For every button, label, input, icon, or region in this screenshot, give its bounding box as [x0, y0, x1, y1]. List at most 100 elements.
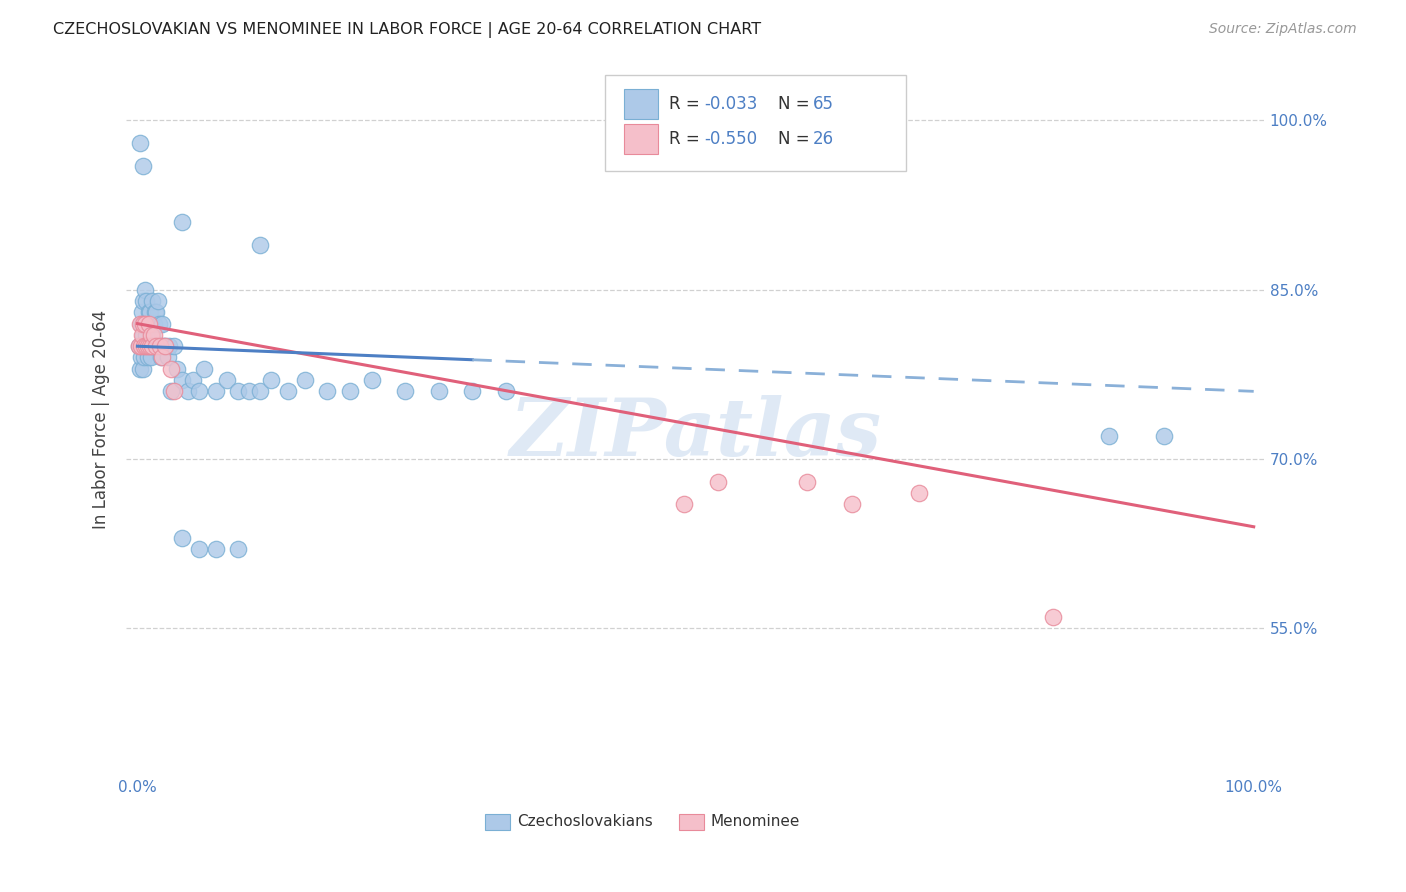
Point	[128, 317, 150, 331]
Point	[136, 351, 159, 365]
Point	[134, 317, 156, 331]
Point	[166, 361, 188, 376]
Point	[193, 361, 215, 376]
Point	[131, 327, 153, 342]
Text: -0.550: -0.550	[704, 130, 758, 148]
Point	[135, 294, 157, 309]
Bar	[485, 814, 510, 830]
Point	[150, 317, 173, 331]
Text: Source: ZipAtlas.com: Source: ZipAtlas.com	[1209, 22, 1357, 37]
Bar	[624, 89, 658, 119]
Point	[145, 339, 167, 353]
Point	[141, 294, 163, 309]
Point	[139, 305, 162, 319]
Point	[134, 339, 156, 353]
Point	[316, 384, 339, 399]
Bar	[679, 814, 703, 830]
Point	[129, 351, 152, 365]
Point	[226, 542, 249, 557]
Point	[141, 339, 163, 353]
Point	[1042, 610, 1064, 624]
Point	[155, 339, 177, 353]
Point	[176, 384, 198, 399]
Point	[238, 384, 260, 399]
Text: 26: 26	[813, 130, 834, 148]
Point	[132, 327, 155, 342]
Point	[136, 339, 159, 353]
Point	[156, 351, 179, 365]
Point	[132, 294, 155, 309]
Point	[139, 351, 162, 365]
Text: CZECHOSLOVAKIAN VS MENOMINEE IN LABOR FORCE | AGE 20-64 CORRELATION CHART: CZECHOSLOVAKIAN VS MENOMINEE IN LABOR FO…	[53, 22, 762, 38]
Point	[707, 475, 730, 489]
Point	[226, 384, 249, 399]
Point	[427, 384, 450, 399]
Point	[160, 361, 183, 376]
Point	[135, 327, 157, 342]
Point	[149, 339, 172, 353]
Point	[260, 373, 283, 387]
Point	[187, 384, 209, 399]
Point	[360, 373, 382, 387]
Point	[249, 384, 271, 399]
Point	[155, 339, 177, 353]
Point	[139, 339, 162, 353]
Point	[339, 384, 361, 399]
Point	[143, 327, 166, 342]
Point	[145, 305, 167, 319]
Point	[149, 339, 172, 353]
Point	[139, 317, 162, 331]
Text: 65: 65	[813, 95, 834, 113]
Point	[157, 339, 180, 353]
Point	[796, 475, 818, 489]
Point	[128, 339, 150, 353]
Point	[139, 339, 162, 353]
Point	[132, 361, 155, 376]
FancyBboxPatch shape	[605, 75, 907, 170]
Text: -0.033: -0.033	[704, 95, 758, 113]
Point	[141, 327, 163, 342]
Point	[1153, 429, 1175, 443]
Point	[128, 339, 150, 353]
Point	[181, 373, 204, 387]
Point	[131, 339, 153, 353]
Point	[138, 339, 160, 353]
Point	[135, 339, 157, 353]
Point	[143, 305, 166, 319]
Text: R =: R =	[669, 130, 706, 148]
Point	[148, 317, 170, 331]
Point	[128, 136, 150, 150]
Point	[131, 305, 153, 319]
Point	[129, 317, 152, 331]
Point	[134, 339, 156, 353]
Point	[132, 317, 155, 331]
Point	[294, 373, 316, 387]
Text: N =: N =	[778, 130, 814, 148]
Point	[128, 361, 150, 376]
Point	[149, 351, 172, 365]
Point	[461, 384, 484, 399]
Point	[163, 339, 186, 353]
Bar	[624, 125, 658, 154]
Point	[215, 373, 238, 387]
Point	[146, 294, 169, 309]
Text: R =: R =	[669, 95, 706, 113]
Point	[132, 159, 155, 173]
Text: ZIPatlas: ZIPatlas	[509, 395, 882, 473]
Point	[129, 339, 152, 353]
Text: Menominee: Menominee	[710, 814, 800, 830]
Y-axis label: In Labor Force | Age 20-64: In Labor Force | Age 20-64	[93, 310, 110, 529]
Point	[908, 486, 931, 500]
Text: N =: N =	[778, 95, 814, 113]
Point	[138, 317, 160, 331]
Point	[138, 305, 160, 319]
Point	[142, 339, 165, 353]
Point	[841, 497, 863, 511]
Point	[495, 384, 517, 399]
Point	[204, 542, 226, 557]
Point	[143, 317, 166, 331]
Point	[134, 283, 156, 297]
Point	[1097, 429, 1119, 443]
Point	[134, 317, 156, 331]
Point	[139, 327, 162, 342]
